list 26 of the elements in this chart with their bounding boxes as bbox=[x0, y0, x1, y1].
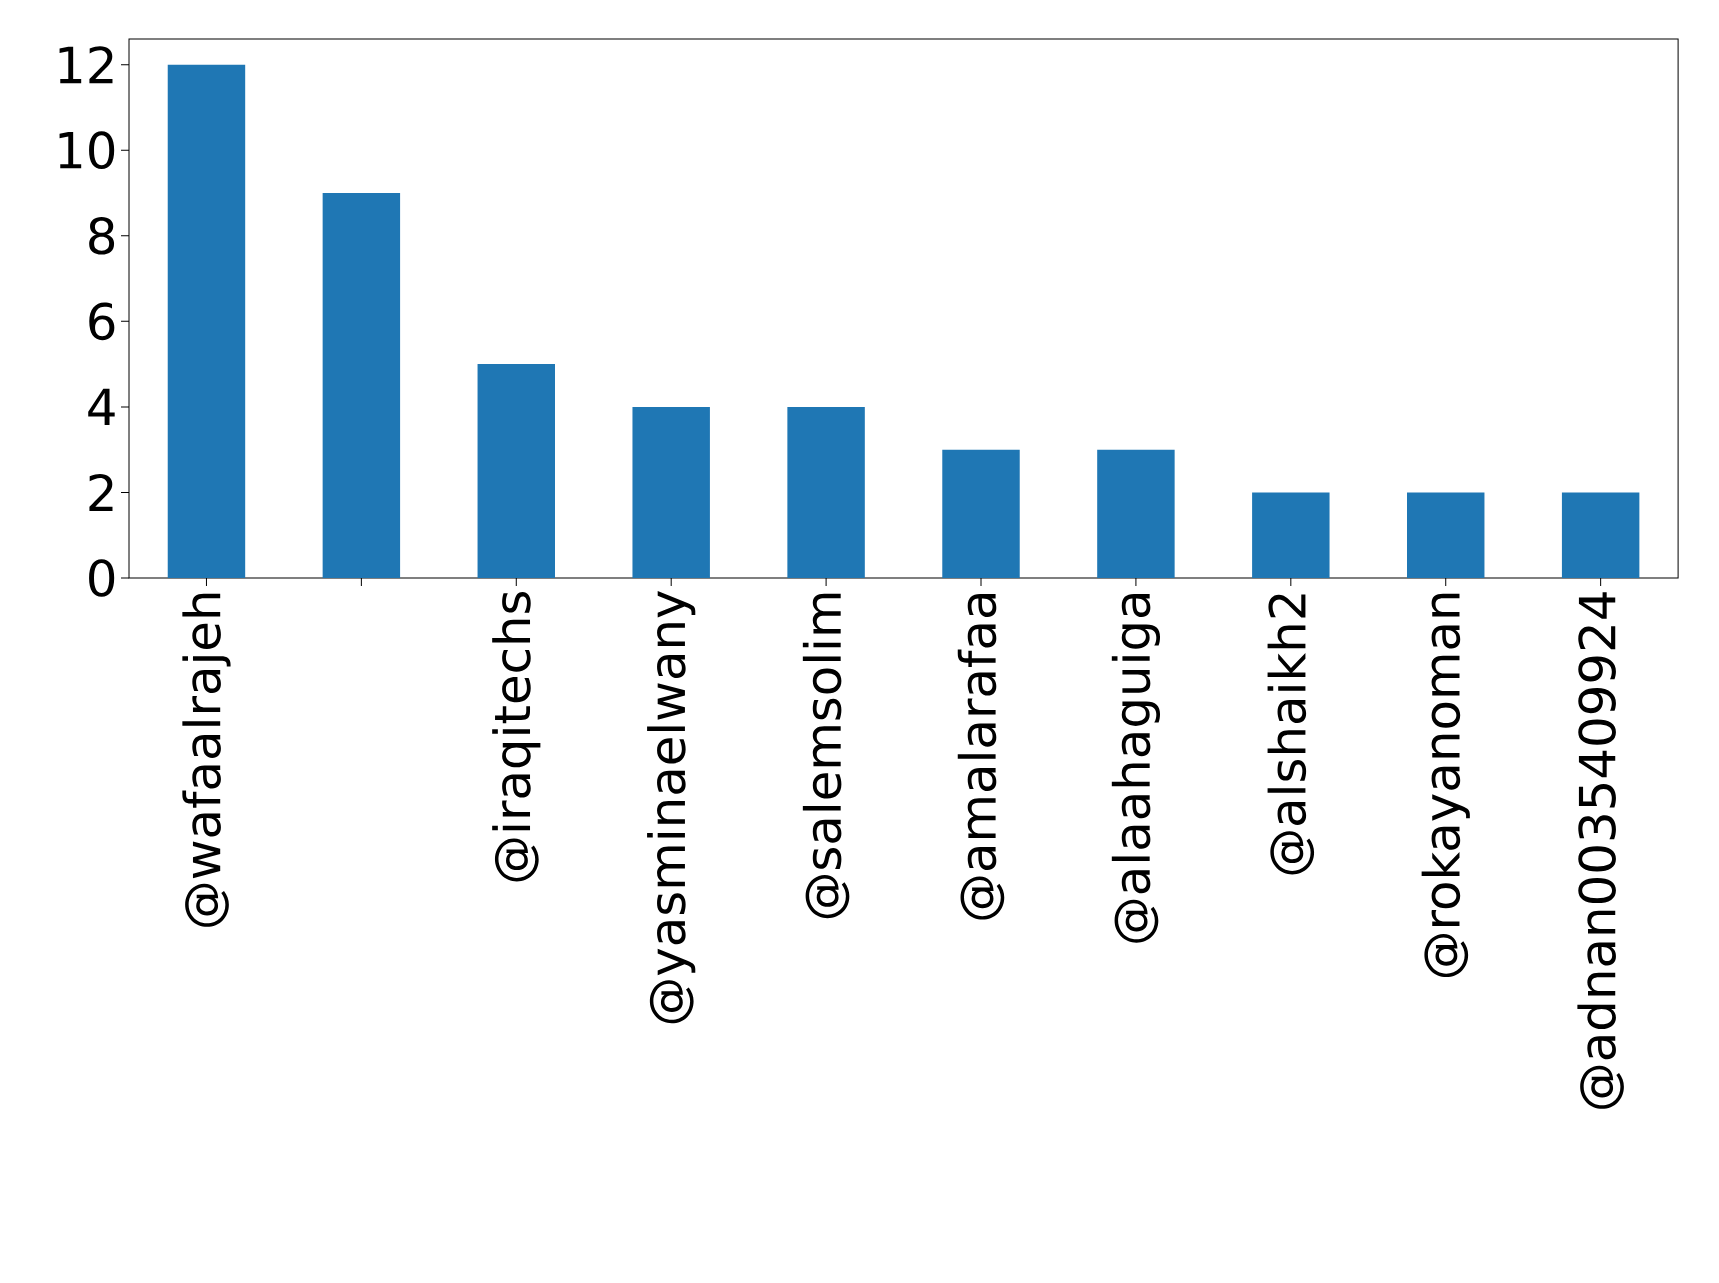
bar bbox=[1097, 449, 1175, 578]
y-tick-label: 10 bbox=[59, 131, 115, 170]
y-tick-label: 8 bbox=[89, 216, 115, 255]
bar bbox=[1407, 492, 1485, 578]
bar bbox=[167, 64, 246, 578]
y-tick-label: 6 bbox=[89, 302, 115, 341]
x-tick-label: @iraqitechs bbox=[492, 591, 541, 882]
bar bbox=[477, 364, 555, 578]
y-tick-label: 2 bbox=[89, 473, 113, 511]
bar bbox=[787, 406, 865, 578]
bar bbox=[942, 449, 1020, 578]
x-tick-label: @salemsolim bbox=[802, 593, 850, 919]
x-tick-label: @amalarafaa bbox=[957, 594, 1005, 920]
y-tick-label: 12 bbox=[59, 46, 113, 84]
x-tick-label: @adnan0035409924 bbox=[1577, 592, 1624, 1109]
x-tick-label: @rokayanoman bbox=[1421, 593, 1470, 978]
y-tick-label: 0 bbox=[89, 559, 115, 597]
x-tick-label: @wafaalrajeh bbox=[182, 593, 231, 927]
x-tick-label: @alaahaguiga bbox=[1111, 593, 1161, 943]
bar bbox=[322, 192, 401, 578]
y-tick-label: 4 bbox=[88, 388, 115, 426]
bar bbox=[632, 406, 710, 578]
x-tick-label: @yasminaelwany bbox=[647, 590, 696, 1024]
bar bbox=[1252, 492, 1330, 578]
x-tick-label: @alshaikh2 bbox=[1267, 594, 1315, 875]
bar bbox=[1561, 492, 1640, 578]
